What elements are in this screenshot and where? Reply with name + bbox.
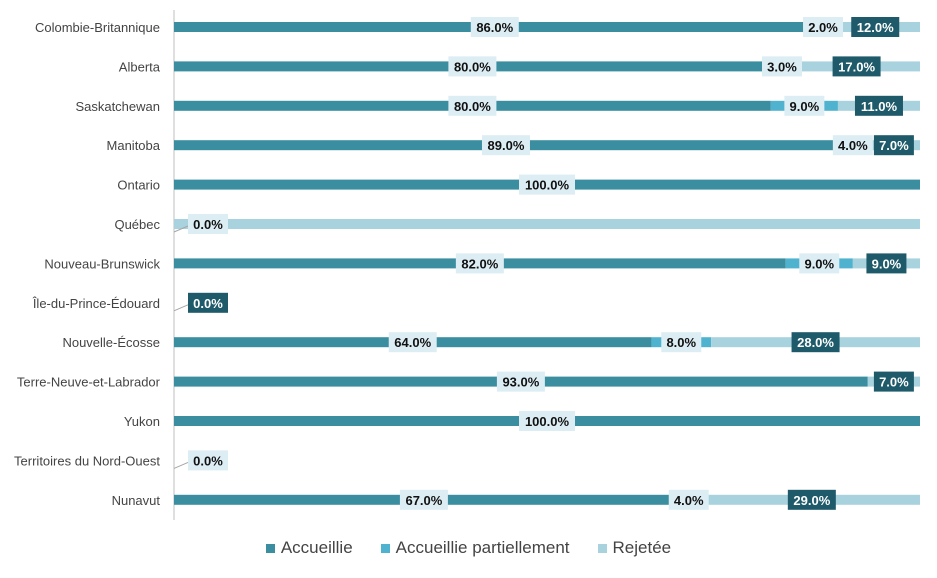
- data-label-partielle-saskatchewan: 9.0%: [790, 99, 820, 114]
- data-label-rejetee-nouveau-brunswick: 9.0%: [872, 256, 902, 271]
- data-label-accueillie-colombie-britannique: 86.0%: [476, 20, 513, 35]
- data-label-partielle-manitoba: 4.0%: [838, 138, 868, 153]
- data-label-bg-partielle-alberta: [761, 56, 802, 77]
- data-label-bg-accueillie-terre-neuve-et-labrador: [496, 371, 545, 392]
- category-label-ile-du-prince-edouard: Île-du-Prince-Édouard: [32, 296, 160, 311]
- data-label-accueillie-territoires-du-nord-ouest: 0.0%: [193, 453, 223, 468]
- data-label-bg-rejetee-nouvelle-ecosse: [791, 332, 840, 353]
- legend-label-accueillie: Accueillie: [280, 538, 353, 557]
- data-label-bg-partielle-nouveau-brunswick: [799, 253, 840, 274]
- data-label-bg-accueillie-nunavut: [399, 489, 448, 510]
- data-label-bg-rejetee-ile-du-prince-edouard: [188, 292, 228, 313]
- category-label-yukon: Yukon: [124, 414, 160, 429]
- data-label-accueillie-saskatchewan: 80.0%: [454, 99, 491, 114]
- data-label-bg-rejetee-nouveau-brunswick: [866, 253, 907, 274]
- category-label-alberta: Alberta: [119, 59, 161, 74]
- category-label-manitoba: Manitoba: [107, 138, 161, 153]
- bar-rejetee-quebec: [174, 219, 920, 229]
- leader-line-territoires-du-nord-ouest: [173, 461, 189, 469]
- data-label-bg-accueillie-nouveau-brunswick: [455, 253, 504, 274]
- data-label-partielle-alberta: 3.0%: [767, 59, 797, 74]
- data-label-accueillie-nunavut: 67.0%: [405, 493, 442, 508]
- data-label-accueillie-quebec: 0.0%: [193, 217, 223, 232]
- data-label-bg-accueillie-saskatchewan: [448, 95, 497, 116]
- category-label-quebec: Québec: [114, 217, 160, 232]
- legend-item-rejetee: Rejetée: [597, 538, 672, 558]
- data-label-bg-rejetee-saskatchewan: [854, 95, 903, 116]
- category-label-territoires-du-nord-ouest: Territoires du Nord-Ouest: [14, 453, 160, 468]
- data-label-rejetee-manitoba: 7.0%: [879, 138, 909, 153]
- data-label-rejetee-ile-du-prince-edouard: 0.0%: [193, 296, 223, 311]
- data-label-bg-partielle-saskatchewan: [784, 95, 825, 116]
- data-label-partielle-nouvelle-ecosse: 8.0%: [666, 335, 696, 350]
- data-label-bg-accueillie-yukon: [519, 411, 575, 431]
- data-label-accueillie-terre-neuve-et-labrador: 93.0%: [502, 375, 539, 390]
- data-label-rejetee-nouvelle-ecosse: 28.0%: [797, 335, 834, 350]
- legend-item-partielle: Accueillie partiellement: [380, 538, 570, 558]
- category-label-ontario: Ontario: [117, 178, 160, 193]
- data-label-bg-accueillie-quebec: [188, 214, 228, 234]
- data-label-bg-partielle-nouvelle-ecosse: [661, 332, 702, 353]
- data-label-bg-rejetee-manitoba: [873, 135, 914, 156]
- data-label-partielle-nouveau-brunswick: 9.0%: [804, 256, 834, 271]
- category-label-saskatchewan: Saskatchewan: [75, 99, 160, 114]
- data-label-accueillie-nouveau-brunswick: 82.0%: [461, 256, 498, 271]
- category-label-terre-neuve-et-labrador: Terre-Neuve-et-Labrador: [17, 375, 161, 390]
- data-label-accueillie-yukon: 100.0%: [525, 414, 570, 429]
- legend-swatch-rejetee: [597, 543, 607, 553]
- legend-label-rejetee: Rejetée: [612, 538, 672, 557]
- data-label-accueillie-alberta: 80.0%: [454, 59, 491, 74]
- data-label-partielle-colombie-britannique: 2.0%: [808, 20, 838, 35]
- category-label-colombie-britannique: Colombie-Britannique: [35, 20, 160, 35]
- legend-item-accueillie: Accueillie: [265, 538, 353, 558]
- data-label-bg-accueillie-alberta: [448, 56, 497, 77]
- data-label-bg-accueillie-ontario: [519, 174, 575, 195]
- data-label-accueillie-nouvelle-ecosse: 64.0%: [394, 335, 431, 350]
- data-label-bg-partielle-manitoba: [832, 135, 873, 156]
- data-label-partielle-nunavut: 4.0%: [674, 493, 704, 508]
- data-label-rejetee-alberta: 17.0%: [838, 59, 875, 74]
- data-label-bg-partielle-nunavut: [668, 489, 709, 510]
- data-label-rejetee-saskatchewan: 11.0%: [861, 99, 898, 114]
- data-label-bg-accueillie-nouvelle-ecosse: [388, 332, 437, 353]
- legend: Accueillie Accueillie partiellement Reje…: [0, 538, 937, 558]
- data-label-bg-accueillie-territoires-du-nord-ouest: [188, 450, 228, 471]
- data-label-bg-rejetee-nunavut: [787, 489, 836, 510]
- data-label-rejetee-nunavut: 29.0%: [793, 493, 830, 508]
- data-label-bg-rejetee-alberta: [832, 56, 881, 77]
- legend-swatch-partielle: [380, 543, 390, 553]
- data-label-bg-accueillie-colombie-britannique: [470, 17, 519, 37]
- leader-line-quebec: [173, 225, 189, 233]
- category-label-nunavut: Nunavut: [112, 493, 161, 508]
- data-label-bg-rejetee-terre-neuve-et-labrador: [873, 371, 914, 392]
- leader-line-ile-du-prince-edouard: [173, 304, 189, 312]
- data-label-bg-accueillie-manitoba: [481, 135, 530, 156]
- data-label-accueillie-manitoba: 89.0%: [488, 138, 525, 153]
- category-label-nouvelle-ecosse: Nouvelle-Écosse: [62, 335, 160, 350]
- data-label-bg-partielle-colombie-britannique: [803, 17, 844, 37]
- category-label-nouveau-brunswick: Nouveau-Brunswick: [44, 256, 160, 271]
- legend-label-partielle: Accueillie partiellement: [395, 538, 570, 557]
- data-label-bg-rejetee-colombie-britannique: [851, 17, 900, 37]
- data-label-rejetee-colombie-britannique: 12.0%: [857, 20, 894, 35]
- data-label-rejetee-terre-neuve-et-labrador: 7.0%: [879, 375, 909, 390]
- data-label-accueillie-ontario: 100.0%: [525, 178, 570, 193]
- legend-swatch-accueillie: [265, 543, 275, 553]
